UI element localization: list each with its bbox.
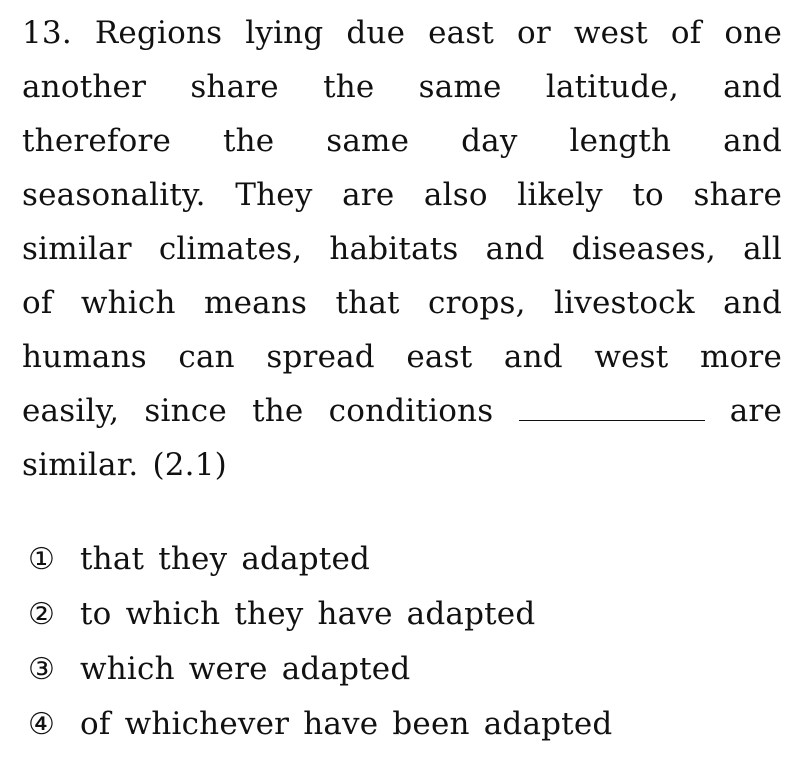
choice-text: to which they have adapted [80,596,536,632]
choice-marker: ④ [28,707,56,742]
choice-text: that they adapted [80,541,371,577]
passage-line-3: therefore the same day length and [22,123,782,159]
passage-line-9: similar. (2.1) [22,447,227,483]
choice-marker: ③ [28,652,56,687]
choice-4[interactable]: ④ of whichever have been adapted [28,697,782,752]
question-passage: 13. Regions lying due east or west of on… [22,0,782,492]
choice-marker: ① [28,542,56,577]
question-number: 13. [22,15,72,51]
answer-blank [518,386,705,421]
passage-line-5: similar climates, habitats and diseases,… [22,231,782,267]
choice-3[interactable]: ③ which were adapted [28,642,782,697]
choice-text: which were adapted [80,651,411,687]
passage-line-4: seasonality. They are also likely to sha… [22,177,782,213]
choice-text: of whichever have been adapted [80,706,613,742]
passage-line-1: 13. Regions lying due east or west of on… [22,15,783,51]
question-page: 13. Regions lying due east or west of on… [22,0,782,784]
choice-1[interactable]: ① that they adapted [28,532,782,587]
choice-marker: ② [28,597,56,632]
passage-line-6: of which means that crops, livestock and [22,285,782,321]
passage-line-7: humans can spread east and west more [22,339,782,375]
answer-choices: ① that they adapted ② to which they have a… [22,532,782,752]
passage-line-8: easily, since the conditions are [22,384,782,438]
passage-line-2: another share the same latitude, and [22,69,782,105]
choice-2[interactable]: ② to which they have adapted [28,587,782,642]
